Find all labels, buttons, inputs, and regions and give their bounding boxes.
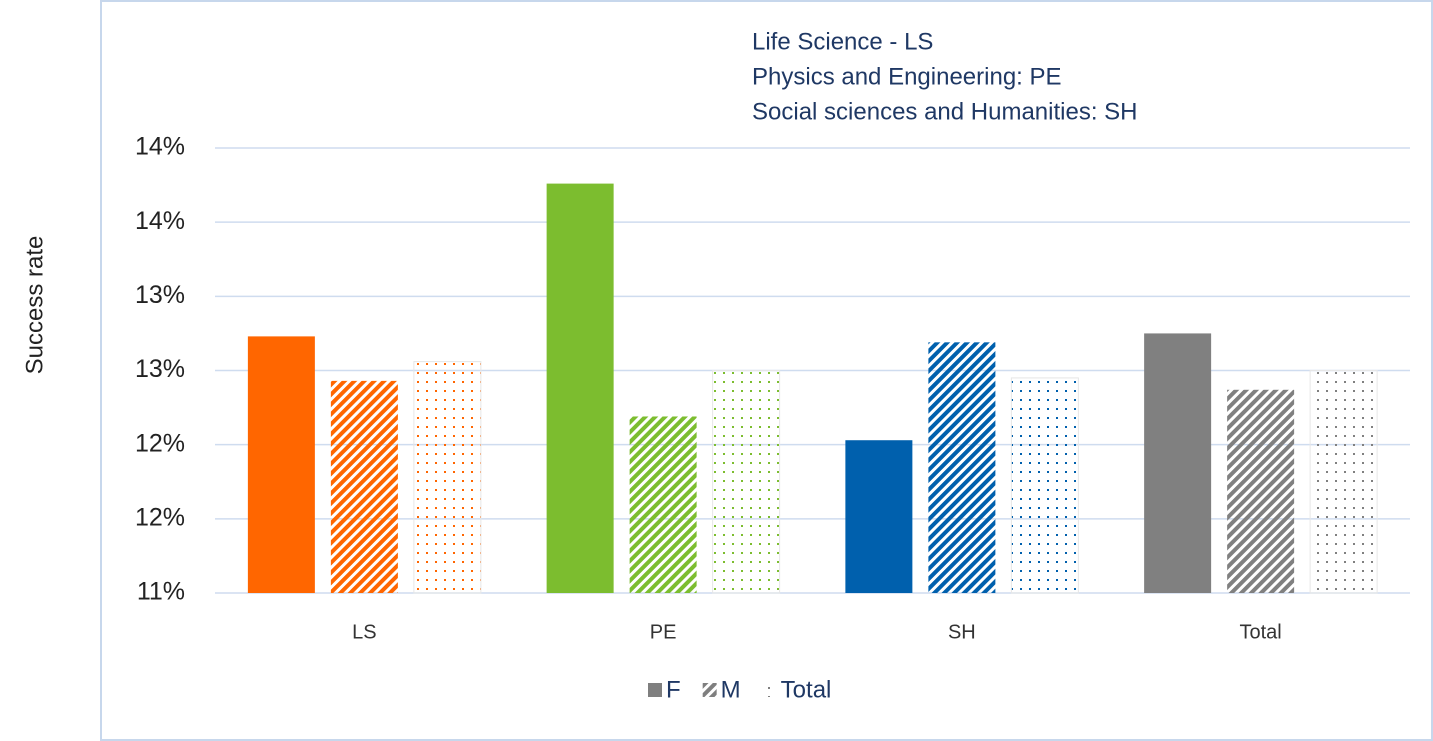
bar [928,342,996,593]
y-tick-label: 12% [135,503,185,531]
bar [546,183,614,593]
legend-label: M [721,676,741,703]
bar [413,361,482,594]
bar [247,336,315,593]
legend-swatch [648,683,662,697]
legend-swatch [702,683,717,697]
legend-swatch [762,683,777,697]
bar [1010,377,1079,594]
bar [845,440,913,593]
y-tick-label: 11% [137,578,185,606]
bar [629,416,697,593]
x-tick-label: SH [948,621,976,643]
bar [330,380,398,593]
bar [1144,333,1212,593]
x-tick-label: LS [352,621,376,643]
bar [1227,389,1295,593]
bar [712,370,781,594]
annotation: Physics and Engineering: PE [752,63,1062,90]
y-tick-label: 14% [135,133,185,161]
legend-label: F [666,676,681,703]
y-tick-label: 12% [135,429,185,457]
y-axis-label: Success rate [21,236,48,375]
y-tick-label: 14% [135,207,185,235]
annotation: Social sciences and Humanities: SH [752,98,1138,125]
legend-label: Total [781,676,832,703]
y-tick-label: 13% [135,355,185,383]
bar [1309,370,1378,594]
chart-frame [100,0,1433,741]
annotation: Life Science - LS [752,28,933,55]
x-tick-label: PE [650,621,677,643]
x-tick-label: Total [1240,621,1282,643]
y-tick-label: 13% [135,281,185,309]
